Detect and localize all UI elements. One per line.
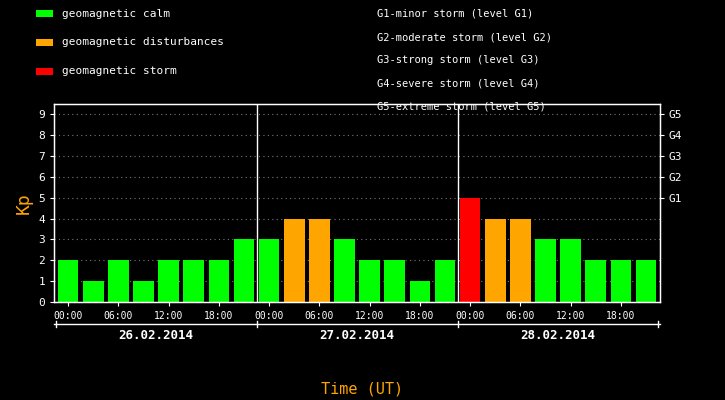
Bar xyxy=(636,260,656,302)
Text: G3-strong storm (level G3): G3-strong storm (level G3) xyxy=(377,55,539,65)
Text: Time (UT): Time (UT) xyxy=(321,381,404,396)
Bar xyxy=(535,240,556,302)
Bar xyxy=(334,240,355,302)
Bar xyxy=(309,219,330,302)
Bar xyxy=(410,281,430,302)
Bar xyxy=(360,260,380,302)
Text: geomagnetic storm: geomagnetic storm xyxy=(62,66,177,76)
Text: geomagnetic disturbances: geomagnetic disturbances xyxy=(62,37,224,47)
Text: 28.02.2014: 28.02.2014 xyxy=(521,329,595,342)
Y-axis label: Kp: Kp xyxy=(15,192,33,214)
Text: G2-moderate storm (level G2): G2-moderate storm (level G2) xyxy=(377,32,552,42)
Bar xyxy=(384,260,405,302)
Bar xyxy=(133,281,154,302)
Bar xyxy=(585,260,606,302)
Bar xyxy=(485,219,505,302)
Text: 27.02.2014: 27.02.2014 xyxy=(320,329,394,342)
Text: geomagnetic calm: geomagnetic calm xyxy=(62,9,170,18)
Bar xyxy=(510,219,531,302)
Text: G4-severe storm (level G4): G4-severe storm (level G4) xyxy=(377,78,539,88)
Bar xyxy=(560,240,581,302)
Bar xyxy=(158,260,179,302)
Bar xyxy=(259,240,279,302)
Text: 26.02.2014: 26.02.2014 xyxy=(119,329,194,342)
Bar xyxy=(233,240,254,302)
Bar xyxy=(58,260,78,302)
Text: G1-minor storm (level G1): G1-minor storm (level G1) xyxy=(377,9,534,19)
Bar xyxy=(610,260,631,302)
Bar xyxy=(435,260,455,302)
Text: G5-extreme storm (level G5): G5-extreme storm (level G5) xyxy=(377,102,546,112)
Bar xyxy=(284,219,304,302)
Bar xyxy=(460,198,481,302)
Bar xyxy=(108,260,129,302)
Bar xyxy=(83,281,104,302)
Bar xyxy=(209,260,229,302)
Bar xyxy=(183,260,204,302)
